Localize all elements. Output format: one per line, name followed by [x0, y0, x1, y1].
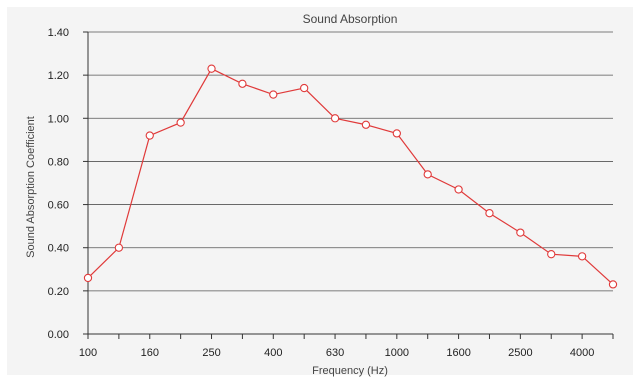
- data-point-125: [114, 243, 124, 252]
- data-point-400: [269, 90, 278, 99]
- data-point-800: [361, 120, 371, 129]
- y-tick-label-1: 0.20: [48, 286, 69, 298]
- x-tick-label-630: 630: [326, 347, 344, 359]
- data-point-5000: [608, 280, 618, 289]
- x-tick-label-250: 250: [202, 347, 220, 359]
- data-point-630: [330, 114, 340, 123]
- y-tick-label-2: 0.40: [48, 243, 69, 255]
- y-tick-label-0: 0.00: [48, 329, 69, 341]
- data-point-1250: [423, 170, 432, 179]
- y-tick-label-7: 1.40: [48, 27, 69, 39]
- x-tick-label-400: 400: [264, 347, 282, 359]
- y-axis-ticks: 0.00 0.20 0.40 0.60 0.80 1.00 1.20 1.40: [48, 27, 88, 341]
- data-point-200: [176, 118, 185, 127]
- data-point-1600: [454, 185, 463, 194]
- x-axis-ticks: 100 160 250 400 630 1000 1600 2500 4000: [79, 334, 614, 359]
- x-tick-label-1000: 1000: [385, 347, 409, 359]
- y-tick-label-6: 1.20: [48, 70, 69, 82]
- y-tick-label-5: 1.00: [48, 113, 69, 125]
- y-tick-label-4: 0.80: [48, 156, 69, 168]
- data-point-2000: [485, 209, 494, 218]
- x-tick-label-160: 160: [141, 347, 159, 359]
- gridlines: [88, 31, 613, 292]
- data-point-250: [207, 64, 216, 73]
- data-point-100: [83, 273, 93, 283]
- data-point-315: [238, 79, 247, 88]
- y-tick-label-3: 0.60: [48, 200, 69, 212]
- data-point-1000: [392, 129, 401, 138]
- data-point-4000: [577, 252, 587, 261]
- chart-panel: [7, 7, 633, 375]
- chart-title: Sound Absorption: [303, 12, 398, 26]
- data-series: [83, 64, 618, 289]
- data-point-160: [145, 131, 154, 140]
- x-axis-label: Frequency (Hz): [312, 365, 388, 377]
- x-tick-label-2500: 2500: [508, 347, 532, 359]
- data-point-3150: [547, 250, 556, 259]
- data-point-2500: [516, 228, 525, 237]
- x-tick-label-4000: 4000: [570, 347, 594, 359]
- series-line-0: [87, 67, 614, 285]
- x-tick-label-1600: 1600: [446, 347, 470, 359]
- data-point-500: [300, 83, 309, 93]
- x-tick-label-100: 100: [79, 347, 97, 359]
- y-axis-label: Sound Absorption Coefficient: [25, 116, 37, 258]
